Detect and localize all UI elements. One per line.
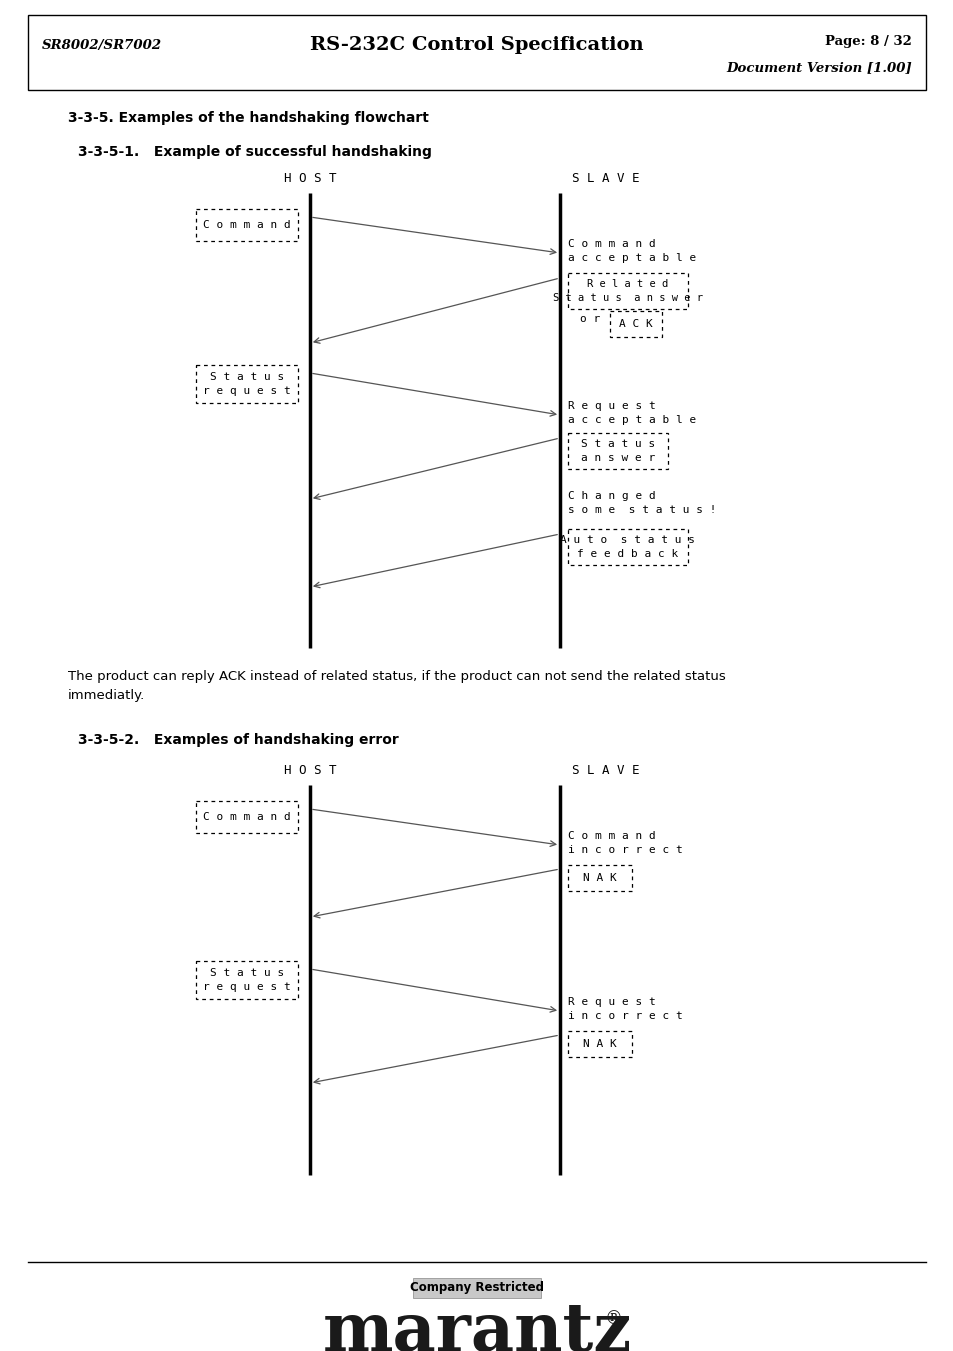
Text: The product can reply ACK instead of related status, if the product can not send: The product can reply ACK instead of rel…	[68, 670, 725, 703]
Text: SR8002/SR7002: SR8002/SR7002	[42, 38, 162, 51]
Text: Document Version [1.00]: Document Version [1.00]	[725, 62, 911, 74]
Bar	[195, 961, 297, 998]
Bar	[567, 434, 667, 469]
Text: S t a t u s
r e q u e s t: S t a t u s r e q u e s t	[203, 372, 291, 396]
Text: H O S T: H O S T	[283, 172, 335, 185]
Text: 3-3-5. Examples of the handshaking flowchart: 3-3-5. Examples of the handshaking flowc…	[68, 111, 429, 126]
Bar	[567, 273, 687, 309]
Bar	[195, 209, 297, 240]
Text: R e l a t e d
S t a t u s  a n s w e r: R e l a t e d S t a t u s a n s w e r	[553, 280, 702, 303]
Text: Company Restricted: Company Restricted	[410, 1282, 543, 1294]
Text: H O S T: H O S T	[283, 765, 335, 777]
Bar	[195, 801, 297, 834]
Bar	[567, 1031, 631, 1056]
Bar	[28, 15, 925, 91]
Bar	[609, 311, 661, 336]
Text: A C K: A C K	[618, 319, 652, 330]
Text: S L A V E: S L A V E	[572, 765, 639, 777]
Text: ®: ®	[604, 1310, 622, 1328]
Text: N A K: N A K	[582, 1039, 617, 1048]
Text: C o m m a n d
a c c e p t a b l e: C o m m a n d a c c e p t a b l e	[567, 239, 696, 263]
Bar	[413, 1278, 540, 1298]
Text: S t a t u s
r e q u e s t: S t a t u s r e q u e s t	[203, 969, 291, 992]
Text: C o m m a n d
i n c o r r e c t: C o m m a n d i n c o r r e c t	[567, 831, 682, 855]
Text: 3-3-5-2.   Examples of handshaking error: 3-3-5-2. Examples of handshaking error	[78, 734, 398, 747]
Text: R e q u e s t
a c c e p t a b l e: R e q u e s t a c c e p t a b l e	[567, 401, 696, 426]
Text: RS-232C Control Specification: RS-232C Control Specification	[310, 36, 643, 54]
Text: N A K: N A K	[582, 873, 617, 884]
Bar	[567, 865, 631, 892]
Text: C o m m a n d: C o m m a n d	[203, 812, 291, 821]
Text: S L A V E: S L A V E	[572, 172, 639, 185]
Text: o r: o r	[579, 313, 599, 324]
Text: S t a t u s
a n s w e r: S t a t u s a n s w e r	[580, 439, 655, 463]
Bar	[567, 530, 687, 565]
Text: Page: 8 / 32: Page: 8 / 32	[824, 35, 911, 49]
Text: marantz: marantz	[322, 1300, 631, 1351]
Text: 3-3-5-1.   Example of successful handshaking: 3-3-5-1. Example of successful handshaki…	[78, 145, 432, 159]
Bar	[195, 365, 297, 403]
Text: A u t o  s t a t u s
f e e d b a c k: A u t o s t a t u s f e e d b a c k	[560, 535, 695, 559]
Text: R e q u e s t
i n c o r r e c t: R e q u e s t i n c o r r e c t	[567, 997, 682, 1021]
Text: C o m m a n d: C o m m a n d	[203, 220, 291, 230]
Text: C h a n g e d
s o m e  s t a t u s !: C h a n g e d s o m e s t a t u s !	[567, 490, 716, 515]
